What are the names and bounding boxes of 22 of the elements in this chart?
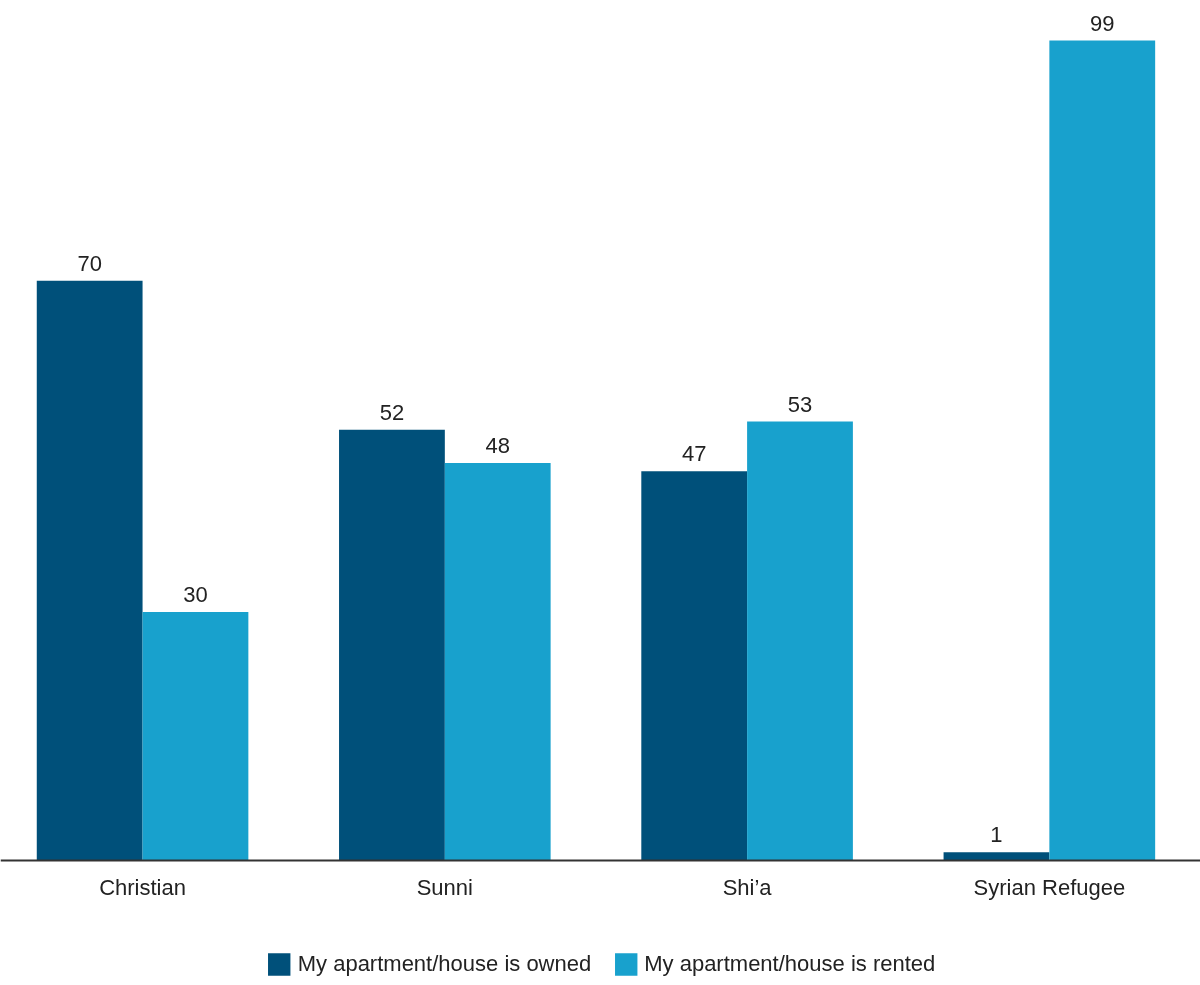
bar <box>747 421 853 861</box>
data-label: 70 <box>77 250 102 276</box>
bar <box>1049 40 1156 861</box>
x-tick-label: Syrian Refugee <box>973 874 1126 900</box>
bar <box>943 852 1050 861</box>
legend-label: My apartment/house is rented <box>644 951 936 977</box>
bar <box>641 471 748 861</box>
bar <box>142 612 249 861</box>
bar <box>444 462 551 861</box>
data-label: 30 <box>183 582 208 608</box>
data-label: 52 <box>379 399 405 425</box>
data-label: 1 <box>990 822 1003 848</box>
data-label: 48 <box>485 432 510 458</box>
bar <box>36 280 143 861</box>
data-label: 53 <box>787 391 813 417</box>
bar <box>339 429 445 861</box>
data-label: 99 <box>1090 10 1115 36</box>
x-tick-label: Christian <box>99 874 186 900</box>
x-tick-label: Shi’a <box>722 874 773 900</box>
data-label: 47 <box>681 441 707 467</box>
legend-label: My apartment/house is owned <box>297 951 592 977</box>
x-tick-label: Sunni <box>416 874 473 900</box>
